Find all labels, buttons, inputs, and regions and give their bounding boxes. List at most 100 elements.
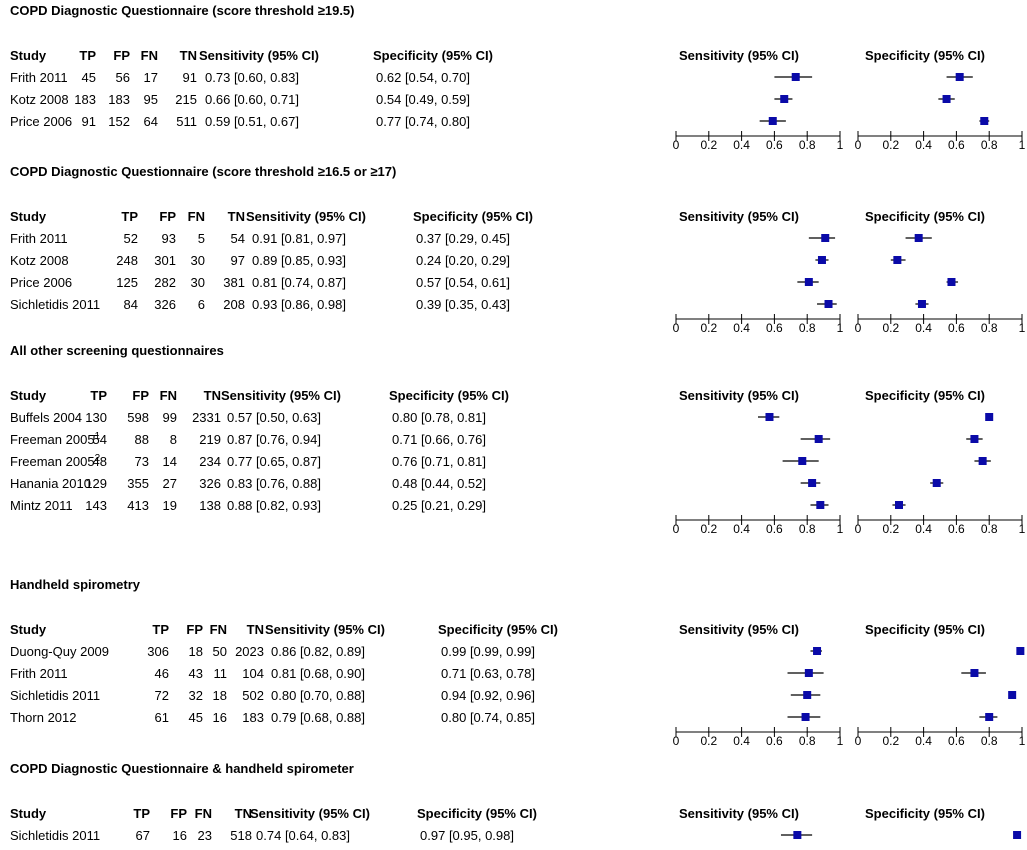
tick-label: 0: [855, 138, 862, 152]
study-name: Duong-Quy 2009: [10, 644, 109, 659]
cell-specificity: 0.80 [0.74, 0.85]: [441, 710, 535, 725]
sensitivity-marker: [817, 300, 837, 308]
cell-fp: 598: [127, 410, 149, 425]
cell-tn: 502: [242, 688, 264, 703]
specificity-axis: 0 0.2 0.4 0.6 0.8 1: [855, 314, 1026, 335]
point-estimate: [985, 413, 994, 421]
study-name: Price 2006: [10, 114, 72, 129]
cell-specificity: 0.37 [0.29, 0.45]: [416, 231, 510, 246]
cell-sensitivity: 0.86 [0.82, 0.89]: [271, 644, 365, 659]
specificity-marker: [979, 117, 990, 125]
cell-tp: 48: [93, 454, 107, 469]
study-name: Buffels 2004: [10, 410, 82, 425]
plot-header-specificity: Specificity (95% CI): [865, 48, 985, 63]
sensitivity-marker: [800, 435, 831, 443]
sensitivity-axis: 0 0.2 0.4 0.6 0.8 1: [673, 515, 844, 536]
cell-sensitivity: 0.83 [0.76, 0.88]: [227, 476, 321, 491]
tick-label: 1: [837, 522, 844, 536]
tick-label: 0.2: [700, 138, 717, 152]
sensitivity-marker: [787, 669, 824, 677]
cell-sensitivity: 0.88 [0.82, 0.93]: [227, 498, 321, 513]
point-estimate: [917, 300, 926, 308]
tick-label: 0.6: [948, 138, 965, 152]
sensitivity-marker: [810, 647, 822, 655]
header-study: Study: [10, 48, 47, 63]
sensitivity-marker: [774, 95, 793, 103]
tick-label: 0.6: [766, 522, 783, 536]
point-estimate: [768, 117, 777, 125]
header-specificity: Specificity (95% CI): [373, 48, 493, 63]
tick-label: 0.4: [733, 138, 750, 152]
cell-specificity: 0.57 [0.54, 0.61]: [416, 275, 510, 290]
cell-fp: 45: [189, 710, 203, 725]
tick-label: 0.2: [882, 522, 899, 536]
point-estimate: [824, 300, 833, 308]
point-estimate: [914, 234, 923, 242]
study-name: Frith 2011: [10, 666, 68, 681]
specificity-marker: [974, 457, 991, 465]
header-tp: TP: [90, 388, 107, 403]
header-fp: FP: [132, 388, 149, 403]
cell-tn: 97: [231, 253, 245, 268]
cell-tn: 138: [199, 498, 221, 513]
cell-fp: 152: [108, 114, 130, 129]
tick-label: 0: [855, 734, 862, 748]
tick-label: 1: [1019, 522, 1026, 536]
cell-tp: 91: [82, 114, 96, 129]
point-estimate: [893, 256, 902, 264]
tick-label: 1: [837, 321, 844, 335]
tick-label: 0.2: [882, 138, 899, 152]
sensitivity-marker: [800, 479, 821, 487]
cell-tp: 306: [147, 644, 169, 659]
cell-fp: 93: [162, 231, 176, 246]
study-name: Frith 2011: [10, 231, 68, 246]
point-estimate: [813, 647, 822, 655]
specificity-marker: [930, 479, 944, 487]
header-study: Study: [10, 388, 47, 403]
section-title: COPD Diagnostic Questionnaire (score thr…: [10, 3, 355, 18]
cell-sensitivity: 0.66 [0.60, 0.71]: [205, 92, 299, 107]
cell-fn: 30: [191, 253, 205, 268]
sensitivity-axis: 0 0.2 0.4 0.6 0.8 1: [673, 314, 844, 335]
header-tn: TN: [180, 48, 197, 63]
tick-label: 1: [837, 734, 844, 748]
point-estimate: [942, 95, 951, 103]
cell-specificity: 0.48 [0.44, 0.52]: [392, 476, 486, 491]
tick-label: 0.4: [915, 522, 932, 536]
cell-sensitivity: 0.73 [0.60, 0.83]: [205, 70, 299, 85]
point-estimate: [1013, 831, 1022, 839]
cell-fp: 301: [154, 253, 176, 268]
point-estimate: [793, 831, 802, 839]
header-tn: TN: [204, 388, 221, 403]
tick-label: 1: [1019, 138, 1026, 152]
point-estimate: [814, 435, 823, 443]
cell-fn: 27: [163, 476, 177, 491]
header-sensitivity: Sensitivity (95% CI): [199, 48, 319, 63]
tick-label: 1: [1019, 321, 1026, 335]
tick-label: 0.4: [733, 522, 750, 536]
cell-tp: 84: [124, 297, 138, 312]
header-fn: FN: [188, 209, 205, 224]
point-estimate: [817, 256, 826, 264]
tick-label: 0.8: [981, 138, 998, 152]
tick-label: 0.8: [799, 522, 816, 536]
cell-fn: 95: [144, 92, 158, 107]
sensitivity-marker: [790, 691, 821, 699]
point-estimate: [816, 501, 825, 509]
specificity-marker: [1016, 647, 1025, 655]
cell-fp: 88: [135, 432, 149, 447]
plot-header-sensitivity: Sensitivity (95% CI): [679, 806, 799, 821]
section-title: Handheld spirometry: [10, 577, 141, 592]
point-estimate: [791, 73, 800, 81]
header-tp: TP: [121, 209, 138, 224]
study-name: Thorn 2012: [10, 710, 77, 725]
cell-specificity: 0.99 [0.99, 0.99]: [441, 644, 535, 659]
tick-label: 0.4: [733, 321, 750, 335]
plot-header-specificity: Specificity (95% CI): [865, 806, 985, 821]
tick-label: 0: [855, 321, 862, 335]
point-estimate: [895, 501, 903, 509]
tick-label: 1: [837, 138, 844, 152]
specificity-marker: [892, 501, 906, 509]
sensitivity-marker: [782, 457, 819, 465]
